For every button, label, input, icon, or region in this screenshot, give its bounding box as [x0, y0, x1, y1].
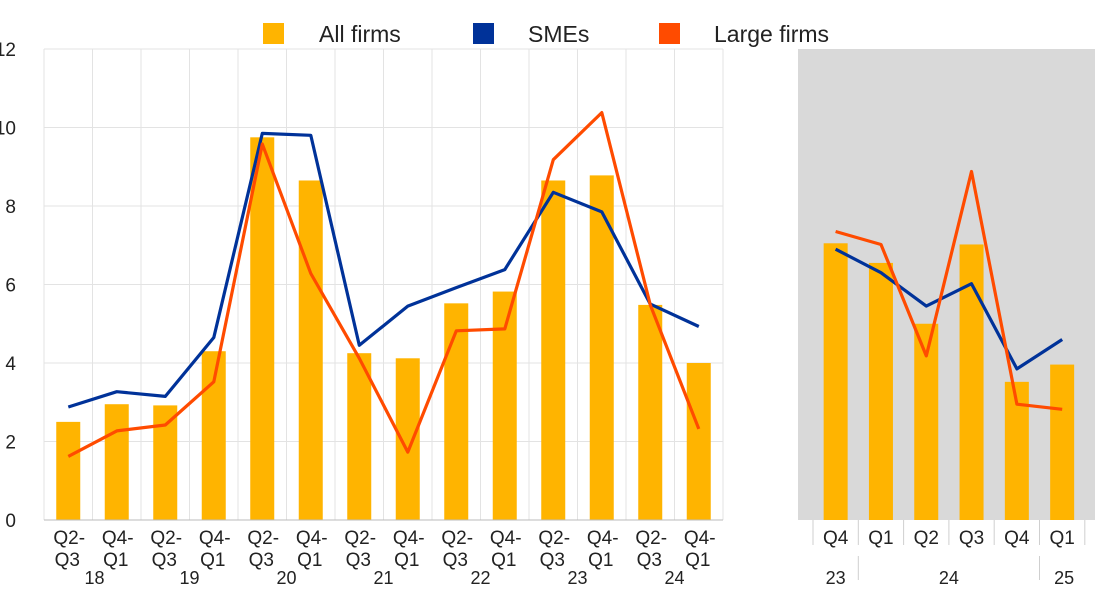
x-tick-label-top: Q2-: [53, 528, 85, 549]
x-tick-label-bottom: Q1: [685, 550, 710, 571]
x-tick-label-top: Q4-: [102, 528, 134, 549]
recent-year-label: 25: [1054, 568, 1074, 588]
legend-label-0: All firms: [319, 21, 401, 47]
year-label: 18: [84, 568, 104, 588]
legend-swatch-1: [473, 23, 494, 44]
y-tick-label: 2: [5, 433, 16, 454]
recent-bar-all-firms-0: [823, 243, 848, 520]
year-label: 24: [664, 568, 684, 588]
x-tick-label-bottom: Q3: [152, 550, 177, 571]
main-chart-panel: 024681012Q2-Q3Q4-Q1Q2-Q3Q4-Q1Q2-Q3Q4-Q1Q…: [0, 40, 724, 588]
bar-all-firms-4: [250, 137, 275, 520]
x-tick-label-top: Q2-: [344, 528, 376, 549]
bar-all-firms-2: [153, 405, 178, 520]
y-tick-label: 12: [0, 40, 16, 61]
x-tick-label-top: Q4-: [684, 528, 716, 549]
x-tick-label-top: Q4-: [587, 528, 619, 549]
year-label: 23: [567, 568, 587, 588]
x-tick-label-top: Q2-: [538, 528, 570, 549]
recent-x-tick-label: Q1: [868, 528, 893, 549]
bar-all-firms-10: [541, 180, 566, 521]
recent-x-tick-label: Q4: [1004, 528, 1030, 549]
bar-all-firms-0: [56, 421, 81, 520]
recent-year-label: 23: [826, 568, 846, 588]
x-tick-label-top: Q4-: [199, 528, 231, 549]
bar-all-firms-1: [104, 404, 129, 520]
bar-all-firms-5: [298, 180, 323, 521]
legend-label-1: SMEs: [528, 21, 589, 47]
legend-swatch-2: [659, 23, 680, 44]
x-tick-label-top: Q2-: [441, 528, 473, 549]
x-tick-label-bottom: Q3: [540, 550, 565, 571]
bar-all-firms-6: [347, 353, 372, 520]
x-tick-label-top: Q2-: [150, 528, 182, 549]
year-label: 21: [373, 568, 393, 588]
x-tick-label-bottom: Q1: [297, 550, 322, 571]
year-label: 20: [276, 568, 296, 588]
recent-x-tick-label: Q4: [823, 528, 849, 549]
recent-line-large-firms: [835, 169, 1063, 411]
x-tick-label-top: Q4-: [490, 528, 522, 549]
recent-quarters-panel: Q4 Q1 Q2 Q3 Q4 Q1 23 24 25: [798, 49, 1095, 588]
x-tick-label-bottom: Q1: [103, 550, 128, 571]
recent-x-tick-label: Q1: [1049, 528, 1074, 549]
x-tick-label-top: Q2-: [247, 528, 279, 549]
x-tick-label-bottom: Q1: [588, 550, 613, 571]
line-large-firms: [67, 110, 701, 458]
bar-all-firms-12: [638, 304, 663, 520]
y-tick-label: 0: [5, 511, 16, 532]
y-tick-label: 8: [5, 197, 16, 218]
x-tick-label-bottom: Q1: [200, 550, 225, 571]
year-label: 19: [179, 568, 199, 588]
line-smes: [67, 131, 700, 409]
bar-all-firms-13: [686, 363, 711, 520]
recent-line-smes: [834, 247, 1064, 371]
y-tick-label: 4: [5, 354, 16, 375]
bar-all-firms-8: [444, 303, 469, 520]
recent-bar-all-firms-3: [959, 244, 984, 520]
x-tick-label-bottom: Q3: [55, 550, 80, 571]
x-tick-label-bottom: Q1: [394, 550, 419, 571]
year-label: 22: [470, 568, 490, 588]
x-tick-label-top: Q4-: [296, 528, 328, 549]
x-tick-label-bottom: Q3: [443, 550, 468, 571]
x-tick-label-bottom: Q1: [491, 550, 516, 571]
legend: All firms SMEs Large firms: [263, 21, 829, 47]
x-tick-label-top: Q4-: [393, 528, 425, 549]
recent-x-tick-label: Q2: [914, 528, 939, 549]
recent-x-tick-label: Q3: [959, 528, 984, 549]
bar-all-firms-11: [589, 175, 614, 520]
x-tick-label-top: Q2-: [635, 528, 667, 549]
legend-label-2: Large firms: [714, 21, 829, 47]
recent-year-label: 24: [939, 568, 959, 588]
x-tick-label-bottom: Q3: [249, 550, 274, 571]
x-tick-label-bottom: Q3: [637, 550, 662, 571]
x-tick-label-bottom: Q3: [346, 550, 371, 571]
y-tick-label: 6: [5, 276, 16, 297]
legend-swatch-0: [263, 23, 284, 44]
y-tick-label: 10: [0, 119, 16, 140]
recent-bar-all-firms-5: [1050, 364, 1075, 520]
recent-bar-all-firms-1: [868, 262, 893, 520]
